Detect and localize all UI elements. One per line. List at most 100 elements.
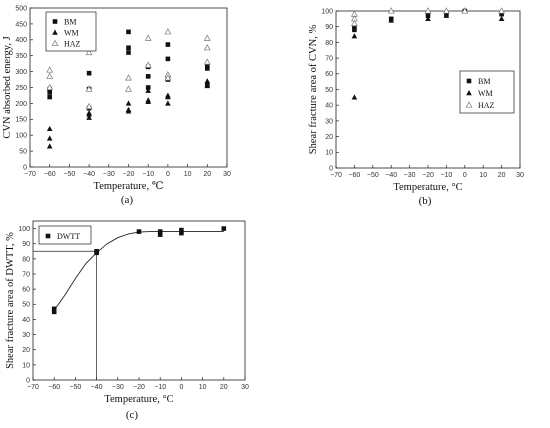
figure-caption: (c)	[126, 409, 139, 421]
x-tick-label: −40	[385, 172, 397, 179]
y-tick-label: 70	[325, 56, 333, 63]
legend-marker-dwtt	[45, 233, 51, 239]
data-point-haz	[498, 7, 505, 14]
data-point-dwtt	[179, 230, 184, 236]
data-point-bm	[499, 11, 504, 17]
data-point-bm	[145, 74, 151, 79]
x-tick-label: −20	[422, 172, 434, 179]
y-tick-label: 100	[321, 8, 333, 15]
data-point-dwtt	[157, 229, 163, 234]
x-tick-label: −50	[63, 171, 75, 178]
data-point-dwtt	[136, 229, 142, 234]
y-tick-label: 300	[15, 69, 27, 76]
data-point-bm	[47, 89, 52, 95]
data-point-bm	[86, 70, 92, 76]
data-point-wm	[165, 100, 171, 106]
y-tick-label: 400	[15, 37, 27, 44]
legend: BM WM HAZ	[459, 70, 515, 114]
y-tick-label: 70	[22, 271, 30, 278]
legend-label-wm: WM	[478, 89, 493, 98]
data-point-wm	[204, 82, 211, 89]
data-point-haz	[461, 7, 469, 14]
y-tick-label: 450	[15, 21, 27, 28]
y-tick-label: 40	[22, 317, 30, 324]
legend-label-wm: WM	[64, 29, 79, 38]
x-tick-label: 20	[498, 172, 506, 179]
data-point-wm	[425, 15, 431, 22]
data-point-haz	[203, 34, 211, 41]
x-tick-label: −40	[83, 171, 95, 178]
y-tick-label: 90	[22, 241, 30, 248]
x-tick-label: −20	[133, 384, 145, 391]
y-tick-label: 150	[15, 117, 27, 124]
data-point-dwtt	[94, 250, 99, 256]
data-point-haz	[46, 83, 54, 91]
data-point-haz	[387, 7, 395, 14]
x-tick-label: 10	[199, 384, 207, 391]
y-tick-label: 50	[325, 87, 333, 94]
data-point-wm	[165, 94, 171, 100]
x-tick-label: 30	[241, 384, 249, 391]
y-tick-label: 250	[15, 85, 27, 92]
x-tick-label: 20	[220, 384, 228, 391]
x-tick-label: −60	[48, 384, 60, 391]
data-point-haz	[144, 34, 152, 41]
data-point-wm	[351, 33, 358, 39]
x-tick-label: −10	[154, 384, 166, 391]
data-point-haz	[164, 74, 172, 81]
data-point-haz	[424, 7, 432, 14]
data-point-haz	[203, 44, 211, 51]
series-haz	[351, 7, 505, 27]
legend-marker-bm	[52, 19, 58, 24]
data-point-haz	[203, 58, 211, 65]
fit-curve	[53, 231, 224, 311]
data-point-dwtt	[51, 309, 57, 315]
data-point-haz	[164, 28, 172, 35]
y-axis-label: Shear fracture area of CVN, %	[308, 25, 319, 155]
data-point-wm	[86, 114, 92, 120]
chart-c: −70 −60 −50 −40 −30 −20 −10 0 10 20 30 0 10 20 30 40 50 6…	[5, 220, 249, 421]
x-axis-label: Temperature, °C	[393, 182, 462, 193]
data-point-bm	[205, 66, 210, 71]
data-point-bm	[145, 85, 151, 90]
x-tick-label: −20	[123, 171, 135, 178]
y-axis-label: CVN absorbed energy, J	[2, 36, 13, 138]
data-point-haz	[46, 72, 54, 79]
y-tick-label: 20	[325, 134, 333, 141]
y-tick-label: 20	[22, 347, 30, 354]
x-tick-label: −70	[330, 172, 342, 179]
legend-box	[38, 225, 92, 245]
x-tick-label: 10	[479, 172, 487, 179]
data-point-haz	[125, 74, 132, 81]
y-tick-label: 60	[22, 287, 30, 294]
series-wm	[351, 8, 505, 100]
legend: DWTT	[38, 225, 92, 245]
legend-label-dwtt: DWTT	[57, 232, 80, 241]
x-tick-label: −40	[91, 384, 103, 391]
data-point-wm	[46, 125, 53, 132]
figure-caption: (a)	[121, 194, 134, 206]
legend-label-bm: BM	[64, 18, 76, 27]
legend-label-haz: HAZ	[64, 40, 81, 49]
series-dwtt	[51, 226, 227, 315]
y-axis-label: Shear fracture area of DWTT, %	[5, 232, 16, 369]
data-point-bm	[352, 24, 357, 29]
y-tick-label: 80	[325, 40, 333, 47]
data-point-wm	[125, 108, 132, 114]
legend: BM WM HAZ	[45, 11, 97, 52]
series-wm	[46, 78, 211, 149]
data-point-wm	[46, 135, 53, 141]
x-tick-label: 20	[203, 171, 211, 178]
figure-caption: (b)	[419, 195, 432, 207]
legend-marker-haz	[51, 39, 59, 47]
plot-frame	[32, 220, 246, 381]
data-point-bm	[126, 45, 131, 51]
x-tick-label: −30	[404, 172, 416, 179]
x-tick-label: −60	[348, 172, 360, 179]
x-tick-label: 0	[179, 384, 183, 391]
data-point-wm	[86, 111, 92, 117]
data-point-wm	[443, 12, 450, 18]
data-point-bm	[126, 50, 131, 55]
data-point-haz	[85, 48, 93, 56]
